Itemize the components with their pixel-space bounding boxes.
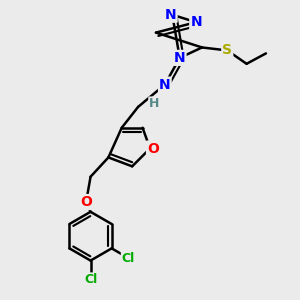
- Text: N: N: [174, 51, 185, 65]
- Text: N: N: [165, 8, 177, 22]
- Text: N: N: [159, 78, 171, 92]
- Text: Cl: Cl: [84, 273, 97, 286]
- Text: H: H: [149, 98, 160, 110]
- Text: N: N: [190, 15, 202, 29]
- Text: O: O: [80, 195, 92, 209]
- Text: S: S: [222, 44, 232, 57]
- Text: Cl: Cl: [122, 251, 135, 265]
- Text: O: O: [147, 142, 159, 155]
